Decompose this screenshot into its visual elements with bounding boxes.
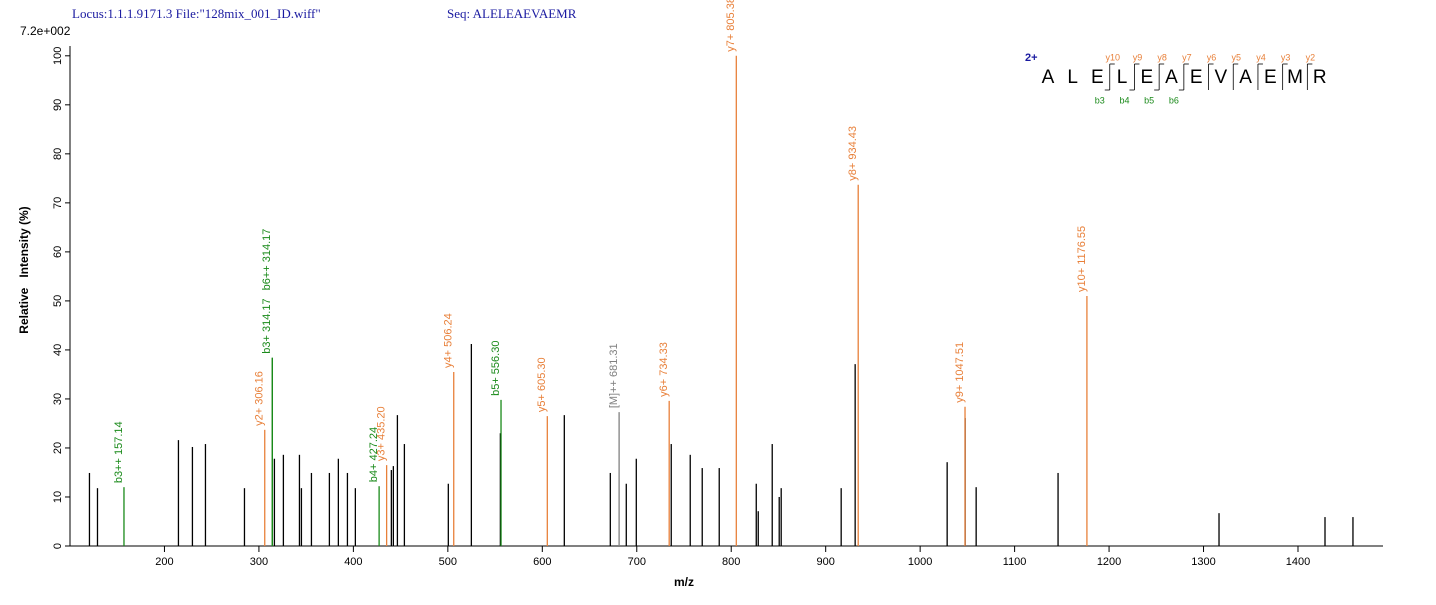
residue: L <box>1117 67 1128 88</box>
b-ion-label: b5 <box>1144 95 1154 105</box>
y-axis-label: Relative Intensity (%) <box>17 206 31 333</box>
y-tick-label: 90 <box>52 99 64 111</box>
y-ion-label: y2 <box>1306 52 1316 62</box>
y-ion-label: y10 <box>1105 52 1120 62</box>
residue: E <box>1091 67 1104 88</box>
peak-label: y10+ 1176.55 <box>1076 226 1088 292</box>
b-ion-label: b3 <box>1095 95 1105 105</box>
max-intensity: 7.2e+002 <box>20 24 71 38</box>
y-tick-label: 60 <box>52 246 64 258</box>
y-ion-label: y3 <box>1281 52 1291 62</box>
peak-label: b5+ 556.30 <box>490 341 502 396</box>
b-ion-label: b6 <box>1169 95 1179 105</box>
x-tick-label: 200 <box>155 556 173 568</box>
peak-label: y6+ 734.33 <box>658 342 670 397</box>
peak-label: y9+ 1047.51 <box>954 342 966 403</box>
y-ion-label: y5 <box>1231 52 1241 62</box>
x-tick-label: 1400 <box>1286 556 1310 568</box>
x-tick-label: 500 <box>439 556 457 568</box>
residue: R <box>1313 67 1327 88</box>
peak-label: y8+ 934.43 <box>847 126 859 181</box>
peak-label: y7+ 805.38 <box>725 0 737 52</box>
x-tick-label: 700 <box>628 556 646 568</box>
header-locus: Locus:1.1.1.9171.3 File:"128mix_001_ID.w… <box>72 6 321 21</box>
charge-state: 2+ <box>1025 52 1038 64</box>
residue: E <box>1140 67 1153 88</box>
x-tick-label: 900 <box>817 556 835 568</box>
x-tick-label: 600 <box>533 556 551 568</box>
residue: A <box>1042 67 1055 88</box>
peak-label: b3+ 314.17 <box>261 298 273 353</box>
residue: V <box>1215 67 1228 88</box>
y-tick-label: 40 <box>52 344 64 356</box>
residue: L <box>1067 67 1078 88</box>
y-ion-label: y4 <box>1256 52 1266 62</box>
y-ion-label: y9 <box>1133 52 1143 62</box>
y-tick-label: 10 <box>52 491 64 503</box>
y-tick-label: 80 <box>52 148 64 160</box>
y-tick-label: 0 <box>52 543 64 549</box>
x-tick-label: 1200 <box>1097 556 1121 568</box>
peak-label: b4+ 427.24 <box>368 427 380 482</box>
peak-label: b3++ 157.14 <box>113 421 125 483</box>
residue: M <box>1287 67 1303 88</box>
x-tick-label: 1100 <box>1003 556 1027 568</box>
residue: E <box>1190 67 1203 88</box>
x-tick-label: 300 <box>250 556 268 568</box>
peak-label: y4+ 506.24 <box>443 313 455 368</box>
peak-label: y5+ 605.30 <box>536 357 548 412</box>
peak-label: b6++ 314.17 <box>261 229 273 291</box>
residue: A <box>1239 67 1252 88</box>
x-tick-label: 1000 <box>908 556 932 568</box>
residue: A <box>1165 67 1178 88</box>
b-ion-label: b4 <box>1119 95 1129 105</box>
y-tick-label: 100 <box>52 47 64 65</box>
peak-label: [M]++ 681.31 <box>608 343 620 408</box>
y-ion-label: y6 <box>1207 52 1217 62</box>
x-tick-label: 400 <box>344 556 362 568</box>
x-tick-label: 1300 <box>1191 556 1215 568</box>
y-tick-label: 70 <box>52 197 64 209</box>
y-ion-label: y8 <box>1157 52 1167 62</box>
header-seq: Seq: ALELEAEVAEMR <box>447 6 577 21</box>
peak-label: y3+ 435.20 <box>376 406 388 461</box>
y-ion-label: y7 <box>1182 52 1192 62</box>
y-tick-label: 20 <box>52 442 64 454</box>
y-tick-label: 50 <box>52 295 64 307</box>
y-tick-label: 30 <box>52 393 64 405</box>
peak-label: y2+ 306.16 <box>254 371 266 426</box>
x-tick-label: 800 <box>722 556 740 568</box>
x-axis-label: m/z <box>674 575 694 589</box>
residue: E <box>1264 67 1277 88</box>
